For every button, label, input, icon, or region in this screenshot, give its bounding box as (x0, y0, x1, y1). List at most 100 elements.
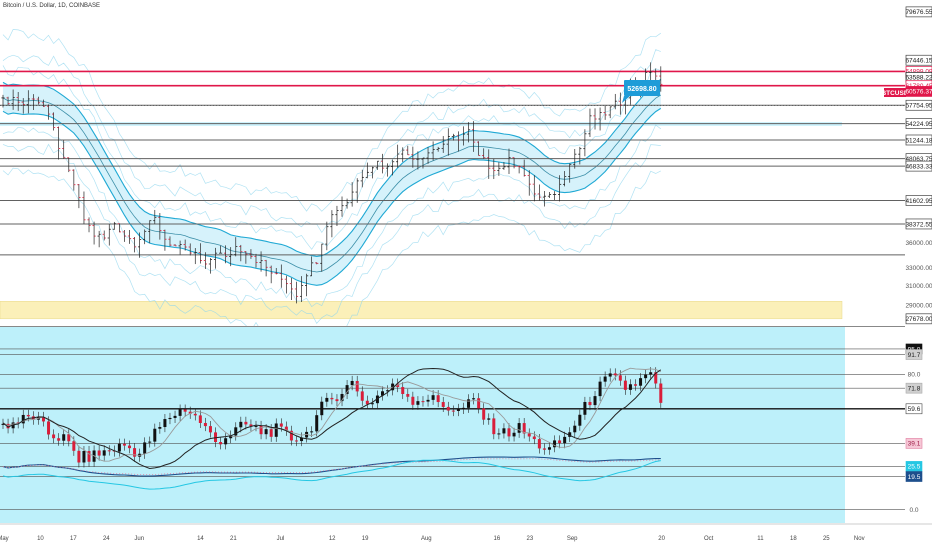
price-tag-bg-9 (905, 134, 932, 146)
osc-body-61 (310, 431, 314, 433)
osc-body-128 (649, 372, 653, 375)
price-tag-6: 60576.37 (905, 89, 932, 96)
osc-tag-5: 39.1 (908, 441, 921, 448)
time-axis: May 10 17 24 Jun 14 21 Jul 12 19 Aug 16 23 Sep 20 Oct 11… (0, 523, 932, 542)
osc-body-71 (360, 391, 364, 401)
osc-body-44 (224, 438, 228, 445)
osc-pink-curve (2, 458, 661, 476)
date-tick-11: 16 (494, 536, 501, 542)
osc-tag-bg-1 (905, 349, 923, 360)
osc-tag-6: 25.5 (908, 464, 921, 471)
osc-tag-8: 0.0 (909, 507, 918, 514)
osc-body-31 (158, 427, 162, 429)
osc-body-80 (406, 393, 410, 397)
osc-body-97 (492, 418, 496, 435)
osc-body-21 (107, 450, 111, 452)
price-tag-12: 41602.95 (905, 198, 932, 205)
price-tag-0: 79676.55 (905, 9, 932, 16)
osc-body-84 (426, 399, 430, 402)
osc-body-115 (583, 401, 587, 415)
osc-fast-curve (2, 367, 661, 462)
osc-body-74 (375, 395, 379, 404)
osc-body-82 (416, 401, 420, 405)
osc-body-28 (143, 442, 147, 454)
osc-body-70 (355, 380, 359, 392)
price-tag-bg-13 (905, 218, 932, 230)
date-tick-8: 12 (329, 536, 336, 542)
date-tick-16: 11 (757, 536, 764, 542)
osc-body-75 (381, 391, 384, 396)
date-tick-12: 23 (526, 536, 533, 542)
osc-body-54 (274, 423, 278, 437)
osc-body-11 (57, 438, 61, 441)
date-tick-6: 21 (230, 536, 237, 542)
osc-tag-2: 80.0 (908, 372, 921, 379)
price-tag-bg-6 (905, 86, 932, 97)
osc-body-73 (370, 403, 374, 405)
date-tick-4: Jun (134, 536, 144, 542)
osc-body-113 (573, 425, 577, 433)
price-tag-bg-11 (905, 160, 932, 172)
osc-body-79 (401, 387, 405, 394)
osc-body-36 (183, 409, 187, 412)
osc-body-26 (133, 448, 137, 457)
price-tag-3: 63588.22 (905, 75, 932, 82)
channel-mid (2, 94, 662, 273)
envelope-band-2 (2, 124, 662, 308)
date-tick-9: 19 (362, 536, 369, 542)
osc-body-8 (41, 416, 45, 422)
osc-tag-7: 19.5 (908, 474, 921, 481)
osc-body-14 (72, 441, 76, 451)
oscillator-axis: 95.091.780.071.859.639.125.519.50.0 (905, 343, 923, 514)
osc-body-16 (82, 451, 86, 463)
osc-body-49 (249, 424, 253, 427)
osc-body-32 (163, 419, 167, 428)
osc-body-45 (229, 435, 233, 439)
price-callout-box (624, 80, 660, 96)
osc-body-3 (16, 422, 20, 424)
osc-body-111 (563, 436, 567, 444)
osc-body-13 (67, 434, 71, 442)
osc-body-81 (411, 396, 415, 405)
osc-body-62 (315, 415, 319, 432)
osc-body-51 (259, 425, 263, 435)
osc-body-85 (431, 395, 435, 400)
osc-body-91 (461, 407, 465, 409)
price-tag-bg-7 (905, 99, 932, 111)
osc-body-65 (330, 397, 334, 400)
osc-body-53 (269, 429, 273, 437)
price-tag-bg-8 (905, 118, 932, 129)
osc-body-30 (153, 428, 157, 442)
price-tag-bg-0 (905, 6, 932, 18)
osc-body-114 (578, 414, 582, 426)
osc-body-101 (512, 432, 516, 437)
price-axis: 79676.5567446.1564899.0963588.2261780.45… (881, 6, 932, 325)
osc-body-38 (193, 413, 197, 416)
osc-tag-bg-3 (905, 382, 923, 394)
price-tag-bg-1 (905, 54, 932, 66)
osc-body-72 (365, 400, 369, 405)
osc-body-59 (300, 437, 304, 442)
osc-body-47 (239, 421, 243, 428)
price-tag-bg-18 (905, 313, 932, 325)
osc-body-52 (264, 429, 268, 435)
osc-body-34 (173, 415, 177, 418)
osc-body-94 (477, 398, 481, 409)
osc-body-58 (294, 440, 298, 442)
osc-body-118 (598, 381, 602, 397)
price-tag-8: 54224.95 (905, 121, 932, 128)
osc-body-108 (547, 447, 551, 450)
date-tick-15: Oct (704, 536, 714, 542)
osc-body-76 (386, 390, 390, 392)
osc-body-12 (62, 434, 66, 441)
date-tick-5: 14 (197, 536, 204, 542)
osc-body-122 (618, 375, 622, 381)
date-tick-3: 24 (103, 536, 110, 542)
osc-body-87 (441, 402, 445, 407)
osc-body-103 (522, 423, 526, 434)
date-tick-0: May (0, 536, 9, 542)
osc-body-25 (128, 445, 131, 449)
osc-body-117 (593, 396, 597, 406)
price-tag-13: 38372.55 (905, 221, 932, 228)
osc-body-5 (26, 414, 30, 417)
